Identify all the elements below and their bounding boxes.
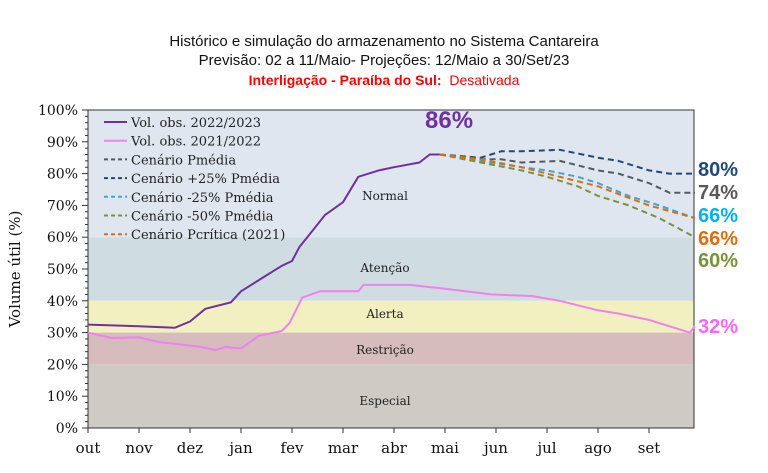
x-tick-label: nov — [125, 439, 153, 457]
end-value-label: 60% — [698, 250, 738, 272]
x-tick-label: fev — [281, 439, 304, 457]
y-tick-label: 0% — [56, 421, 78, 437]
series-line-5 — [439, 153, 696, 239]
chart-title: Histórico e simulação do armazenamento n… — [169, 33, 599, 50]
legend-label: Vol. obs. 2021/2022 — [130, 135, 261, 150]
band-label: Restrição — [356, 343, 414, 357]
band-alerta — [88, 300, 694, 333]
y-tick-label: 50% — [47, 262, 78, 278]
band-especial — [88, 364, 694, 428]
band-atenção — [88, 237, 694, 301]
series-line-4 — [439, 153, 696, 220]
series-line-0 — [87, 153, 440, 329]
band-restrição — [88, 332, 694, 365]
y-tick-label: 70% — [47, 198, 78, 214]
band-label: Normal — [362, 189, 408, 203]
x-tick-label: out — [76, 439, 101, 457]
x-tick-label: dez — [177, 439, 203, 457]
legend-label: Cenário Pmédia — [131, 153, 236, 168]
legend-label: Cenário -50% Pmédia — [131, 210, 274, 225]
band-normal — [88, 110, 694, 238]
y-axis-label: Volume útil (%) — [6, 211, 24, 329]
series-line-3 — [439, 148, 695, 175]
x-tick-label: set — [638, 439, 661, 457]
note-value: Desativada — [449, 72, 520, 88]
x-tick-label: abr — [381, 439, 408, 457]
x-tick-label: mai — [431, 439, 459, 457]
x-tick-label: jul — [535, 439, 556, 457]
y-tick-label: 100% — [38, 103, 78, 119]
chart-note: Interligação - Paraíba do Sul: Desativad… — [0, 72, 768, 88]
note-label: Interligação - Paraíba do Sul: — [248, 72, 442, 88]
y-tick-label: 90% — [47, 135, 78, 151]
band-label: Atenção — [359, 261, 409, 275]
end-value-label: 74% — [698, 182, 738, 204]
legend-label: Cenário +25% Pmédia — [131, 172, 280, 187]
series-line-1 — [87, 283, 696, 352]
x-tick-label: ago — [584, 439, 612, 457]
end-value-label: 32% — [698, 316, 738, 338]
legend-label: Cenário -25% Pmédia — [131, 191, 274, 206]
y-tick-label: 40% — [47, 294, 78, 310]
band-label: Especial — [359, 394, 410, 408]
chart-subtitle: Previsão: 02 a 11/Maio- Projeções: 12/Ma… — [198, 52, 570, 69]
end-value-label: 66% — [698, 228, 738, 250]
end-value-label: 66% — [698, 205, 738, 227]
end-value-label: 86% — [425, 107, 473, 134]
y-tick-label: 80% — [47, 167, 78, 183]
legend-label: Cenário Pcrítica (2021) — [131, 228, 285, 243]
y-tick-label: 60% — [47, 230, 78, 246]
y-tick-label: 10% — [47, 389, 78, 405]
series-line-6 — [439, 153, 696, 220]
end-value-label: 80% — [698, 159, 738, 181]
series-line-2 — [439, 153, 695, 194]
y-tick-label: 20% — [47, 357, 78, 373]
x-tick-label: mar — [328, 439, 359, 457]
legend-label: Vol. obs. 2022/2023 — [130, 116, 261, 131]
y-tick-label: 30% — [47, 326, 78, 342]
x-tick-label: jun — [482, 439, 508, 457]
x-tick-label: jan — [227, 439, 253, 457]
band-label: Alerta — [365, 307, 403, 321]
